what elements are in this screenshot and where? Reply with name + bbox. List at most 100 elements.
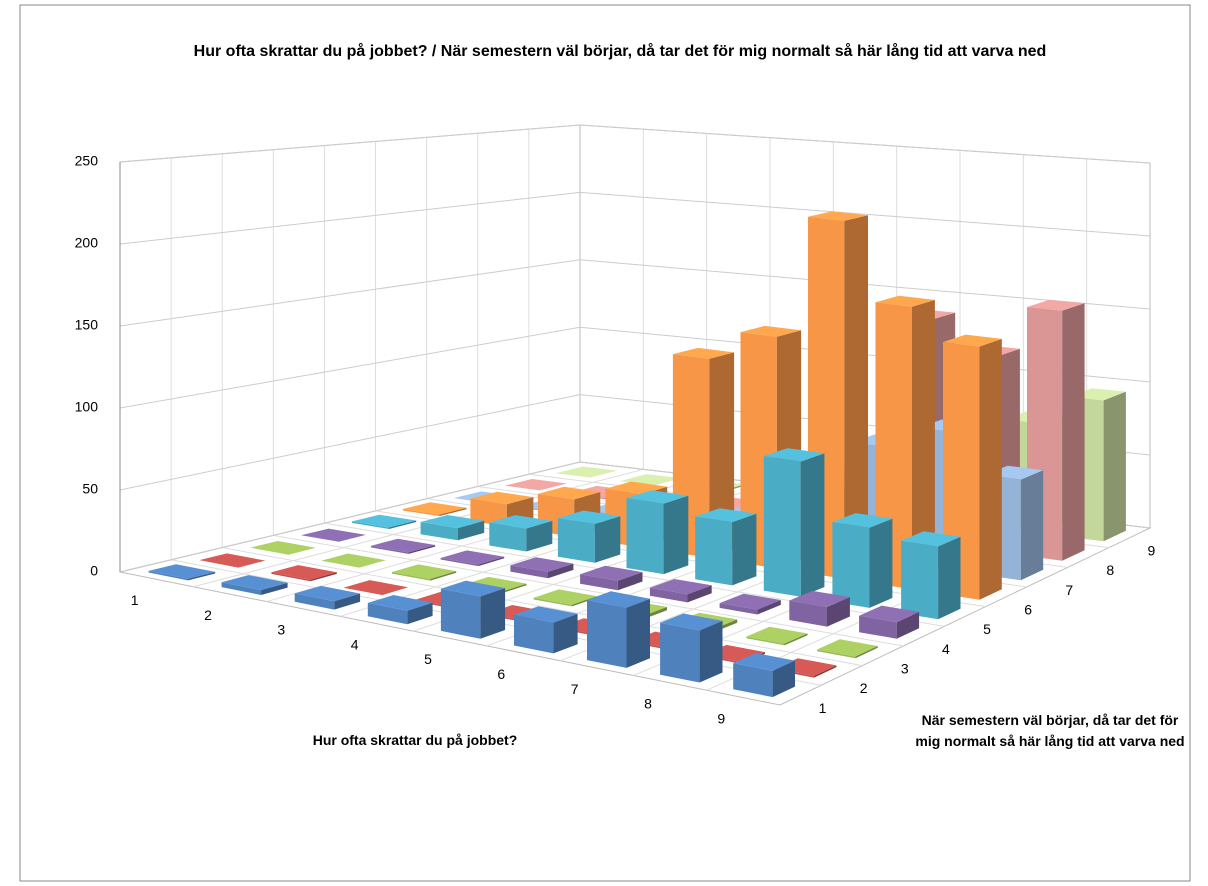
- bar-top: [943, 334, 1002, 347]
- bar: [649, 579, 712, 603]
- bar-side: [757, 600, 781, 615]
- bar-top: [537, 486, 601, 500]
- y-tick-label: 0: [90, 563, 98, 579]
- bar-front: [943, 342, 980, 600]
- bar-front: [148, 570, 188, 581]
- bar-front: [649, 587, 688, 603]
- z-axis-label: När semestern väl börjar, då tar det för…: [915, 712, 1185, 749]
- bar-top: [343, 580, 409, 596]
- bar: [352, 514, 417, 529]
- bar: [250, 541, 316, 555]
- y-tick-label: 200: [75, 235, 99, 251]
- bar-top: [649, 579, 712, 595]
- bar-side: [732, 513, 757, 586]
- bar-front: [660, 622, 700, 683]
- bar-side: [1020, 470, 1044, 581]
- bar-top: [199, 553, 266, 568]
- bar-top: [514, 606, 578, 623]
- bar-side: [709, 352, 735, 558]
- grid-line: [119, 191, 1151, 245]
- bar-top: [660, 613, 723, 631]
- bar: [789, 590, 850, 627]
- bar-front: [271, 572, 311, 582]
- bar-top: [440, 580, 506, 597]
- bar-side: [784, 633, 808, 646]
- bar: [832, 513, 893, 608]
- z-tick-label: 1: [819, 700, 827, 716]
- bar-front: [489, 522, 527, 552]
- bar-top: [587, 591, 650, 608]
- bar-top: [321, 553, 386, 568]
- bar: [555, 466, 618, 478]
- bar-top: [808, 211, 868, 221]
- bar-side: [896, 611, 920, 639]
- bar-side: [626, 598, 650, 668]
- bar-front: [370, 545, 409, 554]
- z-tick-label: 3: [901, 661, 909, 677]
- bar: [420, 515, 485, 541]
- bar: [367, 595, 433, 625]
- bar-side: [572, 596, 597, 607]
- z-tick-label: 6: [1024, 602, 1032, 618]
- bar-top: [392, 564, 457, 579]
- bar-side: [408, 545, 436, 554]
- bar-side: [501, 583, 527, 594]
- bar-front: [817, 649, 856, 659]
- chart-title: Hur ofta skrattar du på jobbet? / När se…: [193, 43, 1047, 60]
- z-tick-label: 4: [942, 641, 950, 657]
- bar-front: [789, 600, 827, 627]
- bar-front: [626, 497, 664, 575]
- x-axis-label: Hur ofta skrattar du på jobbet?: [312, 732, 518, 748]
- bar-top: [533, 589, 597, 605]
- bar-side: [261, 582, 288, 595]
- bar-side: [617, 572, 643, 591]
- bar-top: [370, 538, 436, 553]
- bar-top: [1027, 299, 1085, 311]
- bar-front: [352, 521, 389, 529]
- bar-front: [392, 572, 431, 581]
- bar-top: [901, 531, 961, 547]
- bar-top: [271, 565, 337, 580]
- bar-side: [334, 593, 361, 610]
- grid-line: [119, 259, 1151, 327]
- bar-front: [440, 558, 479, 567]
- z-tick-label: 9: [1148, 543, 1156, 559]
- z-tick-label: 8: [1106, 562, 1114, 578]
- bar-side: [310, 572, 337, 582]
- bar-side: [430, 571, 457, 581]
- bar-top: [817, 639, 878, 657]
- bar-top: [555, 466, 618, 478]
- x-tick-label: 8: [644, 696, 652, 712]
- bar-front: [533, 597, 572, 607]
- bar-top: [733, 653, 795, 671]
- bar-side: [478, 556, 505, 567]
- y-tick-label: 50: [82, 481, 98, 497]
- bar-top: [221, 575, 288, 590]
- bar-top: [695, 508, 757, 523]
- bar-top: [504, 479, 567, 491]
- bar-top: [352, 514, 417, 528]
- bar-front: [746, 636, 785, 646]
- bar-top: [859, 605, 920, 623]
- bar-side: [687, 585, 712, 603]
- x-tick-label: 9: [717, 710, 725, 726]
- bar-side: [772, 660, 795, 698]
- bar-front: [402, 509, 440, 517]
- floor-grid-line: [222, 547, 863, 667]
- bar-side: [800, 453, 825, 597]
- x-tick-label: 1: [131, 592, 139, 608]
- bar-top: [875, 295, 935, 307]
- bar-top: [148, 564, 216, 579]
- bar-front: [470, 498, 507, 527]
- bar-front: [557, 518, 595, 563]
- bar: [504, 479, 567, 491]
- grid-line: [119, 124, 1151, 164]
- bar-top: [740, 325, 802, 337]
- x-tick-label: 4: [351, 636, 359, 652]
- bar: [301, 528, 366, 542]
- bar-side: [594, 516, 621, 563]
- bar: [321, 553, 386, 568]
- bar: [370, 538, 436, 554]
- bar-front: [901, 540, 939, 620]
- bar-top: [746, 626, 808, 644]
